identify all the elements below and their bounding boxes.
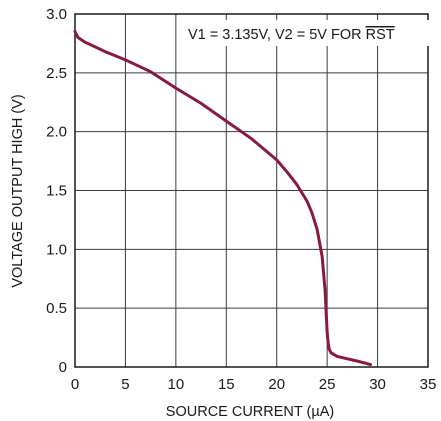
annotation-text: V1 = 3.135V, V2 = 5V FOR (188, 27, 366, 43)
plot-frame (74, 13, 429, 368)
y-tick-label: 3.0 (46, 6, 67, 23)
annotation-background (180, 20, 429, 46)
tick-labels: 0 5 10 15 20 25 30 35 0 0.5 1.0 1.5 2.0 2.5 3.0 (46, 6, 436, 393)
y-tick-label: 0.5 (46, 300, 67, 317)
x-tick-label: 5 (121, 376, 129, 393)
x-tick-label: 0 (71, 376, 79, 393)
x-tick-label: 15 (218, 376, 235, 393)
y-tick-label: 2.0 (46, 124, 67, 141)
annotation: V1 = 3.135V, V2 = 5V FOR RST (188, 27, 395, 43)
x-tick-label: 25 (319, 376, 336, 393)
y-tick-label: 0 (59, 359, 67, 376)
x-tick-label: 20 (268, 376, 285, 393)
x-tick-label: 35 (420, 376, 437, 393)
y-tick-label: 1.5 (46, 183, 67, 200)
y-tick-label: 1.0 (46, 241, 67, 258)
y-axis-title: VOLTAGE OUTPUT HIGH (V) (10, 94, 26, 287)
x-tick-label: 10 (168, 376, 185, 393)
grid (74, 13, 429, 368)
x-axis-title: SOURCE CURRENT (µA) (166, 404, 334, 420)
annotation-overline-text: RST (366, 27, 395, 43)
y-tick-label: 2.5 (46, 65, 67, 82)
plot-area (73, 30, 372, 367)
series-line (73, 30, 372, 367)
x-tick-label: 30 (369, 376, 386, 393)
